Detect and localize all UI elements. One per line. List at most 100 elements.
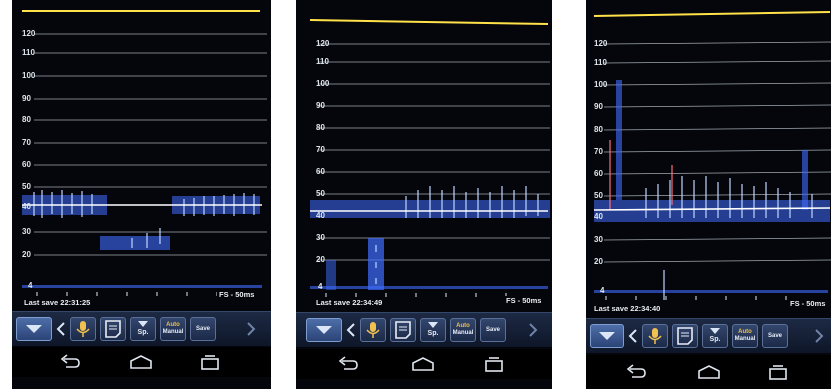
home-icon: [130, 355, 152, 369]
back-button[interactable]: [624, 363, 648, 386]
y-label-60: 60: [22, 160, 31, 169]
species-label: Sp.: [137, 329, 149, 336]
y-label-110: 110: [316, 57, 329, 66]
back-icon: [60, 354, 80, 368]
auto-manual-button[interactable]: Auto Manual: [160, 317, 186, 341]
y-label-100: 100: [594, 80, 608, 89]
android-navbar: [296, 349, 552, 379]
chevron-down-icon: [428, 322, 438, 328]
y-label-120: 120: [594, 39, 608, 48]
y-label-120: 120: [316, 39, 330, 48]
auto-label: Auto: [738, 329, 752, 335]
y-label-80: 80: [594, 125, 603, 134]
microphone-icon: [366, 322, 380, 338]
notes-button[interactable]: [390, 318, 416, 342]
last-save-label: Last save 22:34:49: [316, 298, 383, 307]
species-button[interactable]: Sp.: [702, 324, 728, 348]
species-button[interactable]: Sp.: [130, 317, 156, 341]
scroll-left-button[interactable]: [628, 328, 638, 349]
notes-button[interactable]: [672, 324, 698, 348]
y-label-110: 110: [594, 58, 607, 67]
marker-label: 4: [318, 282, 323, 291]
save-label: Save: [485, 327, 500, 333]
y-label-30: 30: [594, 235, 603, 244]
screen-1: 120 110 100 90 80 70 60 50 40 30 20 4 La…: [12, 0, 271, 389]
manual-label: Manual: [162, 329, 184, 335]
scroll-right-button[interactable]: [246, 321, 256, 342]
note-icon: [105, 320, 121, 338]
last-save-label: Last save 22:31:25: [24, 298, 91, 307]
save-button[interactable]: Save: [762, 324, 788, 348]
time-ticks: [605, 296, 787, 300]
scroll-left-button[interactable]: [346, 322, 356, 343]
microphone-button[interactable]: [642, 324, 668, 348]
recents-button[interactable]: [482, 355, 506, 378]
marker-label: 4: [600, 286, 605, 295]
home-button[interactable]: [410, 355, 436, 378]
spectrogram-plot: [586, 0, 831, 305]
y-label-100: 100: [316, 79, 330, 88]
chevron-left-icon: [56, 322, 65, 336]
spectrogram-svg: [22, 10, 267, 296]
microphone-icon: [648, 328, 662, 344]
home-icon: [698, 365, 720, 379]
y-label-20: 20: [316, 255, 325, 264]
species-button[interactable]: Sp.: [420, 318, 446, 342]
recents-button[interactable]: [198, 353, 222, 376]
collapse-button[interactable]: [590, 324, 624, 348]
back-button[interactable]: [58, 353, 82, 376]
y-label-50: 50: [22, 182, 31, 191]
collapse-button[interactable]: [16, 317, 52, 341]
chevron-left-icon: [346, 323, 355, 337]
home-icon: [412, 357, 434, 371]
recents-button[interactable]: [766, 363, 790, 386]
spectrogram-plot: [296, 0, 552, 305]
spectrogram-plot: [12, 0, 271, 305]
collapse-button[interactable]: [306, 318, 342, 342]
spectrum-band: [22, 195, 262, 288]
species-label: Sp.: [427, 330, 439, 337]
scroll-left-button[interactable]: [56, 321, 66, 342]
chevron-down-icon: [138, 321, 148, 327]
y-label-100: 100: [22, 71, 36, 80]
home-button[interactable]: [128, 353, 154, 376]
back-icon: [338, 356, 358, 370]
microphone-icon: [76, 321, 90, 337]
y-label-70: 70: [22, 138, 31, 147]
y-label-30: 30: [316, 233, 325, 242]
time-ticks: [36, 292, 218, 296]
gridlines: [318, 43, 550, 261]
y-label-60: 60: [594, 169, 603, 178]
y-label-80: 80: [316, 123, 325, 132]
save-button[interactable]: Save: [480, 318, 506, 342]
chevron-right-icon: [247, 322, 256, 336]
microphone-button[interactable]: [70, 317, 96, 341]
save-label: Save: [195, 326, 210, 332]
fs-label: FS - 50ms: [217, 290, 257, 299]
note-icon: [395, 321, 411, 339]
notes-button[interactable]: [100, 317, 126, 341]
manual-label: Manual: [734, 336, 756, 342]
y-label-90: 90: [22, 94, 31, 103]
screen-3: 120 110 100 90 80 70 60 50 40 30 20 4 La…: [586, 0, 831, 389]
y-label-40: 40: [594, 212, 603, 221]
back-button[interactable]: [336, 355, 360, 378]
home-button[interactable]: [696, 363, 722, 386]
microphone-button[interactable]: [360, 318, 386, 342]
auto-manual-button[interactable]: Auto Manual: [732, 324, 758, 348]
chevron-left-icon: [628, 329, 637, 343]
marker-label: 4: [28, 281, 33, 290]
bottom-toolbar: Sp. Auto Manual Save: [12, 311, 271, 346]
auto-manual-button[interactable]: Auto Manual: [450, 318, 476, 342]
auto-label: Auto: [166, 322, 180, 328]
scroll-right-button[interactable]: [814, 328, 824, 349]
save-button[interactable]: Save: [190, 317, 216, 341]
chevron-down-icon: [710, 328, 720, 334]
y-label-40: 40: [316, 211, 325, 220]
android-navbar: [586, 355, 831, 389]
y-label-20: 20: [594, 257, 603, 266]
chevron-down-icon: [26, 325, 42, 333]
recents-icon: [201, 355, 219, 370]
scroll-right-button[interactable]: [528, 322, 538, 343]
top-trace-line: [309, 19, 549, 25]
